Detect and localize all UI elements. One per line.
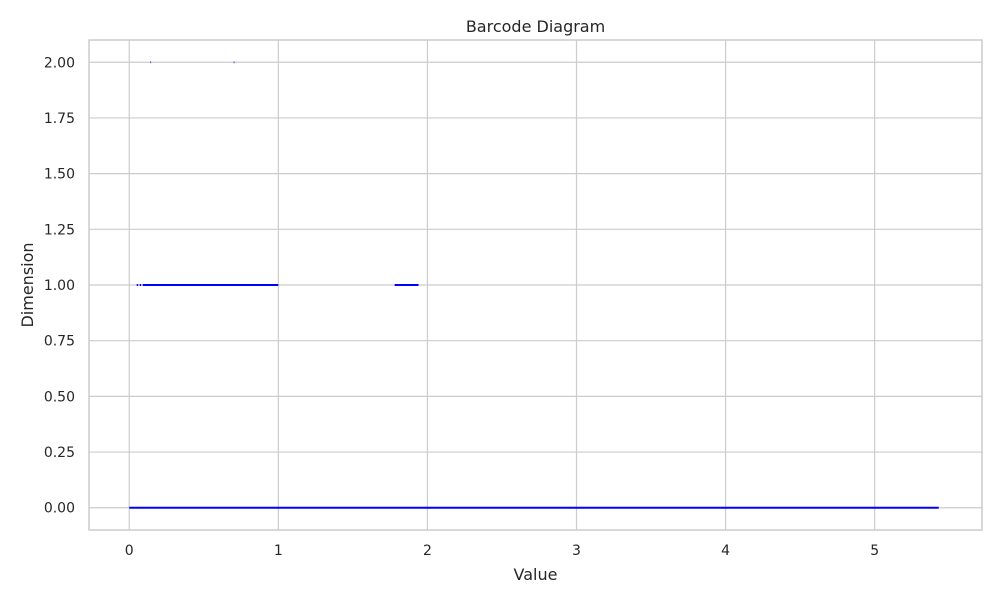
x-tick-label: 5 (870, 543, 879, 559)
y-tick-label: 2.00 (44, 55, 75, 71)
grid-lines (89, 40, 982, 530)
x-tick-labels: 0 1 2 3 4 5 (125, 543, 879, 559)
y-tick-label: 0.00 (44, 501, 75, 517)
y-tick-label: 0.25 (44, 445, 75, 461)
y-tick-label: 0.75 (44, 334, 75, 350)
chart-title: Barcode Diagram (466, 17, 605, 36)
x-axis-title: Value (514, 565, 558, 584)
y-tick-label: 0.50 (44, 389, 75, 405)
y-tick-label: 1.50 (44, 167, 75, 183)
y-tick-label: 1.75 (44, 111, 75, 127)
plot-frame (88, 39, 983, 531)
x-tick-label: 1 (274, 543, 283, 559)
x-tick-label: 3 (572, 543, 581, 559)
x-tick-label: 2 (423, 543, 432, 559)
y-axis-title: Dimension (18, 242, 37, 327)
barcode-bars (129, 61, 939, 509)
y-tick-label: 1.00 (44, 278, 75, 294)
x-tick-label: 4 (721, 543, 730, 559)
x-tick-label: 0 (125, 543, 134, 559)
y-tick-label: 1.25 (44, 222, 75, 238)
y-tick-labels: 0.00 0.25 0.50 0.75 1.00 1.25 1.50 1.75 2.00 (44, 55, 75, 516)
